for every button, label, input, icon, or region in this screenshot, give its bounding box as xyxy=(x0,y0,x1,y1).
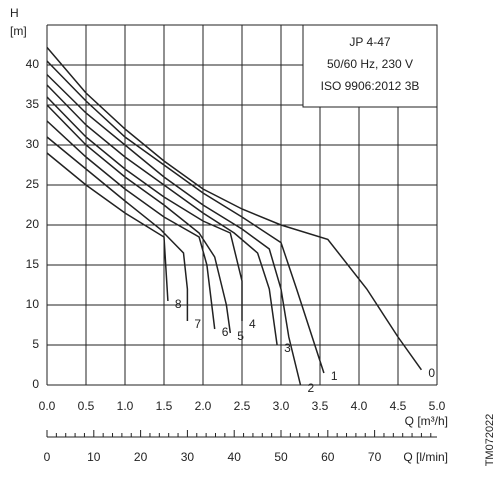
x2-tick-label: 50 xyxy=(274,450,288,464)
x-tick-label: 3.0 xyxy=(273,399,290,413)
curve-label: 5 xyxy=(237,329,244,343)
curve-label: 7 xyxy=(194,317,201,331)
pump-curve xyxy=(46,152,169,302)
x-tick-label: 3.5 xyxy=(312,399,329,413)
info-text: JP 4-47 xyxy=(349,35,390,49)
x-label: Q [m³/h] xyxy=(405,414,448,428)
y-tick-label: 20 xyxy=(26,217,40,231)
info-text: 50/60 Hz, 230 V xyxy=(327,57,413,71)
y-label: H xyxy=(10,6,19,20)
y-unit: [m] xyxy=(10,24,27,38)
curve-label: 3 xyxy=(284,341,291,355)
pump-curve xyxy=(46,96,243,321)
x-tick-label: 0.0 xyxy=(39,399,56,413)
x2-tick-label: 20 xyxy=(134,450,148,464)
x-tick-label: 2.0 xyxy=(195,399,212,413)
curve-label: 4 xyxy=(249,317,256,331)
info-text: ISO 9906:2012 3B xyxy=(321,79,420,93)
x2-tick-label: 30 xyxy=(181,450,195,464)
x2-tick-label: 10 xyxy=(87,450,101,464)
x-tick-label: 1.5 xyxy=(156,399,173,413)
curve-label: 2 xyxy=(308,381,315,395)
y-tick-label: 0 xyxy=(32,377,39,391)
pump-curve xyxy=(46,46,423,371)
info-box xyxy=(302,24,438,108)
code: TM072022 xyxy=(484,414,496,467)
curve-label: 6 xyxy=(222,325,229,339)
pump-curve xyxy=(46,136,189,321)
x-tick-label: 2.5 xyxy=(234,399,251,413)
x-tick-label: 0.5 xyxy=(78,399,95,413)
pump-curve xyxy=(46,84,278,346)
y-tick-label: 5 xyxy=(32,337,39,351)
y-tick-label: 15 xyxy=(26,257,40,271)
x-tick-label: 4.5 xyxy=(390,399,407,413)
y-tick-label: 40 xyxy=(26,57,40,71)
pump-curve xyxy=(46,60,325,374)
x-tick-label: 5.0 xyxy=(429,399,446,413)
y-tick-label: 35 xyxy=(26,97,40,111)
x2-label: Q [l/min] xyxy=(403,450,448,464)
pump-curve xyxy=(46,104,232,334)
pump-curve xyxy=(46,120,216,330)
curve-label: 8 xyxy=(175,297,182,311)
pump-curve xyxy=(46,74,302,386)
curve-label: 0 xyxy=(428,366,435,380)
y-tick-label: 25 xyxy=(26,177,40,191)
x-tick-label: 4.0 xyxy=(351,399,368,413)
x2-tick-label: 0 xyxy=(44,450,51,464)
x2-tick-label: 70 xyxy=(368,450,382,464)
curve-label: 1 xyxy=(331,369,338,383)
y-tick-label: 30 xyxy=(26,137,40,151)
x2-tick-label: 40 xyxy=(228,450,242,464)
x2-tick-label: 60 xyxy=(321,450,335,464)
y-tick-label: 10 xyxy=(26,297,40,311)
x-tick-label: 1.0 xyxy=(117,399,134,413)
